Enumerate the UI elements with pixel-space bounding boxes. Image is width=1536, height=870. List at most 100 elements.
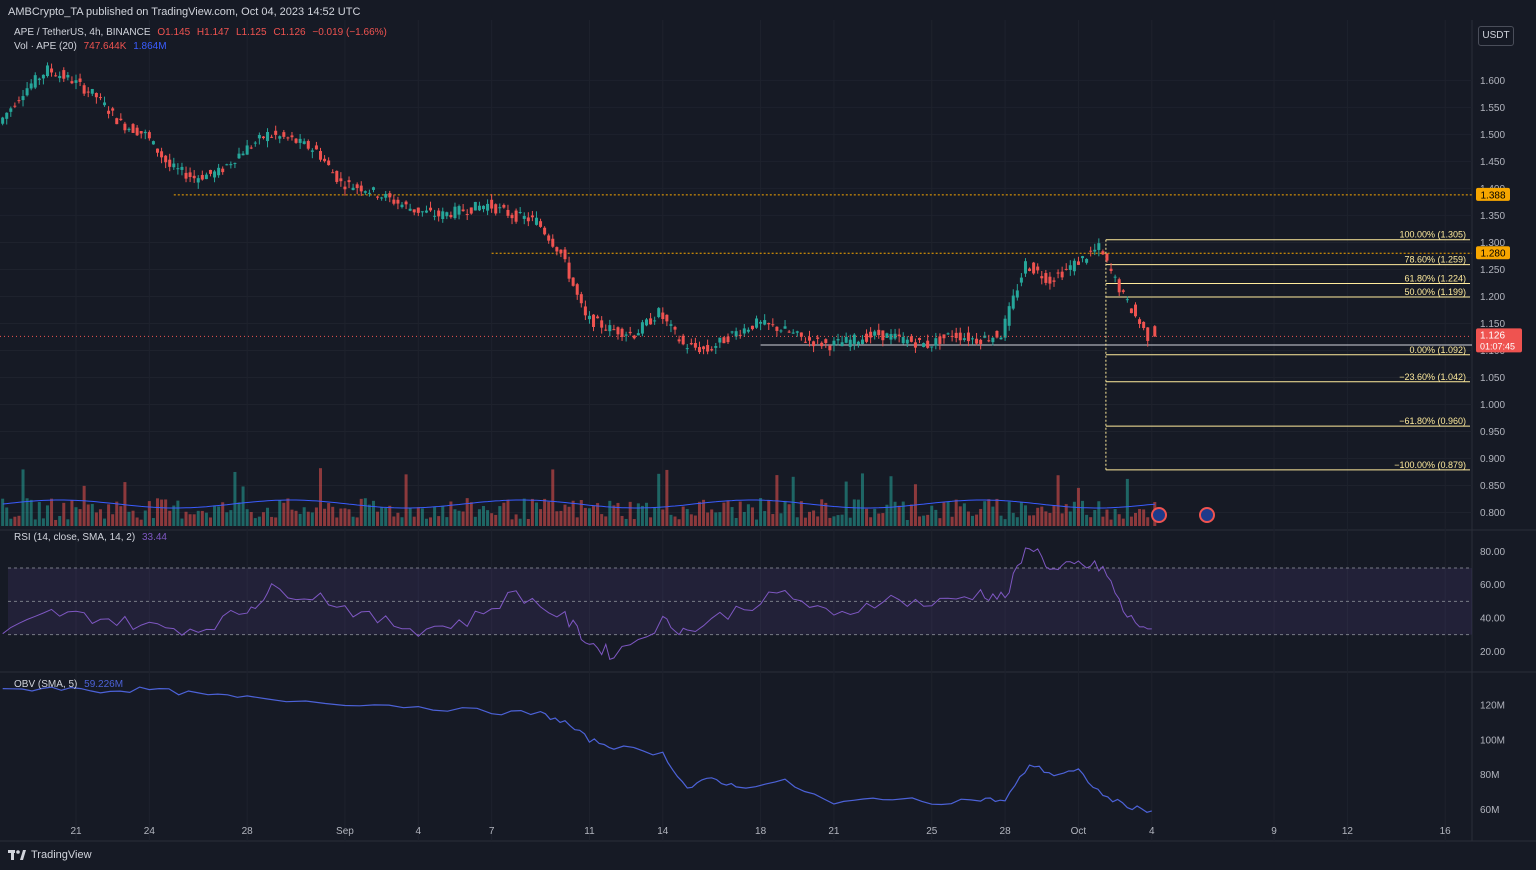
price-tick-label: 1.300 [1480,238,1505,249]
candle-body [946,333,950,335]
volume-bar [139,519,143,526]
volume-bar [453,509,457,526]
candle-body [812,341,816,347]
volume-bar [1072,501,1076,526]
volume-bar [241,486,245,526]
candle-body [50,68,54,73]
ohlc-close: C1.126 [273,27,306,38]
candle-body [767,322,771,325]
candle-body [70,81,74,84]
volume-bar [559,510,563,526]
volume-bar [848,517,852,526]
candle-body [938,336,942,344]
volume-bar [1007,501,1011,526]
volume-bar [151,518,155,526]
volume-bar [689,514,693,526]
candle-body [718,337,722,343]
candle-body [999,337,1003,340]
volume-bar [282,502,286,526]
candle-body [367,192,371,194]
candle-body [335,170,339,182]
candle-body [889,334,893,340]
candle-body [975,338,979,344]
volume-bar [343,508,347,526]
candle-body [1060,271,1064,278]
candle-body [873,331,877,336]
time-tick-label: 21 [828,826,840,837]
volume-bar [636,503,640,526]
candle-body [9,108,13,112]
fib-level-label: 78.60% (1.259) [1404,255,1466,265]
candle-body [791,332,795,334]
candle-body [726,336,730,343]
candle-body [1072,260,1076,272]
volume-bar [461,511,465,526]
volume-bar [1060,513,1064,526]
volume-bar [877,513,881,526]
candle-body [323,158,327,162]
candle-body [922,343,926,347]
price-tick-label: 0.900 [1480,454,1505,465]
volume-bar [962,503,966,526]
volume-bar [327,503,331,526]
candle-body [266,131,270,142]
volume-bar [1097,501,1101,526]
candle-body [1019,277,1023,283]
time-tick-label: 28 [242,826,254,837]
candle-body [135,127,139,136]
volume-bar [469,502,473,526]
volume-bar [665,469,669,526]
candle-body [310,150,314,152]
candle-body [5,112,9,119]
candle-body [21,96,25,101]
volume-bar [229,510,233,526]
candle-body [848,339,852,347]
candle-body [424,210,428,213]
candle-body [669,324,673,326]
volume-bar [844,481,848,526]
volume-bar [70,499,74,526]
volume-bar [1,498,5,526]
volume-bar [710,509,714,526]
volume-bar [526,518,530,526]
volume-bar [893,501,897,526]
candle-body [213,171,217,178]
candle-body [995,330,999,338]
volume-bar [371,500,375,526]
obv-value: 59.226M [84,679,124,690]
volume-bar [1113,509,1117,526]
candle-body [1028,268,1032,271]
candle-body [17,100,21,102]
volume-bar [331,506,335,526]
volume-bar [1101,516,1105,526]
volume-bar [25,498,29,526]
price-tick-label: 1.050 [1480,373,1505,384]
candle-body [522,215,526,219]
volume-bar [905,519,909,526]
currency-button[interactable]: USDT [1478,26,1514,46]
volume-bar [820,499,824,526]
volume-bar [714,512,718,526]
candle-body [579,294,583,304]
volume-bar [33,519,37,526]
volume-bar [396,512,400,526]
volume-bar [1040,506,1044,526]
volume-bar [339,508,343,526]
volume-bar [54,519,58,526]
candle-body [730,331,734,333]
candle-body [518,212,522,214]
volume-bar [233,471,237,526]
volume-bar [156,498,159,526]
last-price-label: 1.126 [1480,330,1505,341]
volume-bar [693,515,697,526]
candle-body [514,210,518,222]
fib-level-label: −61.80% (0.960) [1399,416,1466,426]
candle-body [755,318,759,328]
candle-body [673,326,677,330]
candle-body [306,141,310,149]
volume-bar [869,517,873,526]
candle-body [41,74,45,79]
volume-bar [9,518,13,526]
volume-bar [534,502,538,526]
